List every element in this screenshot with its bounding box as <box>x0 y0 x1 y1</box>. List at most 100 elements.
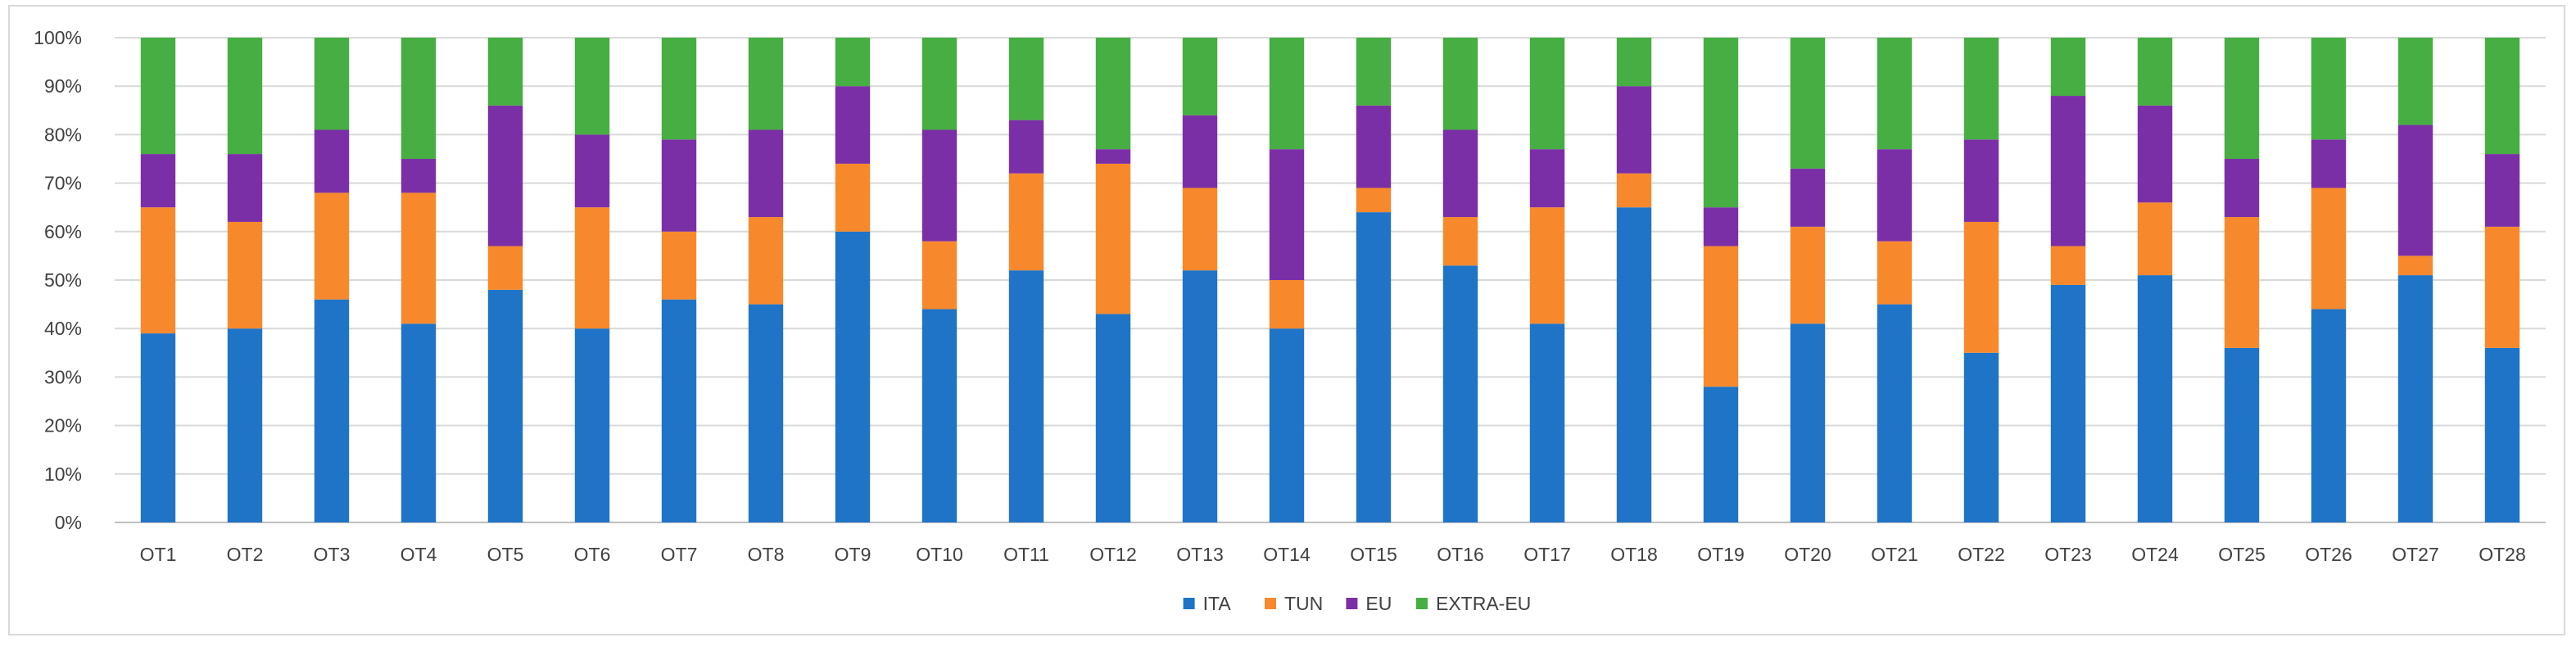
x-tick-label: OT18 <box>1610 544 1658 565</box>
legend-label: TUN <box>1284 593 1323 614</box>
bar-segment-ita <box>1790 323 1826 522</box>
bar-segment-eu <box>314 129 350 193</box>
bar-segment-eu <box>2050 96 2086 246</box>
x-tick-label: OT3 <box>314 544 351 565</box>
bar-segment-ita <box>661 299 697 522</box>
bar-segment-ita <box>314 299 350 522</box>
bar-segment-tun <box>314 192 350 300</box>
x-tick-label: OT19 <box>1697 544 1745 565</box>
bar-segment-tun <box>401 192 437 324</box>
bar-stack-ot18 <box>1616 38 1652 522</box>
bar-stack-ot4 <box>401 38 437 522</box>
bar-segment-ita <box>1269 328 1305 522</box>
y-axis-tick-labels: 0% 10% 20% 30% 40% 50% 60% 70% 80% 90% 100% <box>34 27 82 533</box>
bar-segment-extra-eu <box>748 38 784 130</box>
bar-segment-extra-eu <box>1790 38 1826 169</box>
legend-swatch <box>1265 598 1276 609</box>
bar-stack-ot28 <box>2484 38 2520 522</box>
bar-segment-eu <box>1703 207 1739 246</box>
bar-segment-ita <box>835 231 871 522</box>
bar-segment-extra-eu <box>1442 38 1478 130</box>
bar-stack-ot7 <box>661 38 697 522</box>
x-tick-label: OT26 <box>2305 544 2352 565</box>
bar-segment-extra-eu <box>1095 38 1131 150</box>
bar-segment-ita <box>1095 314 1131 522</box>
bar-segment-ita <box>1442 265 1478 522</box>
bar-segment-tun <box>1877 241 1913 305</box>
bar-segment-tun <box>1008 173 1044 271</box>
bar-segment-eu <box>748 129 784 218</box>
x-tick-label: OT25 <box>2218 544 2266 565</box>
bar-segment-ita <box>227 328 263 522</box>
bar-segment-tun <box>835 163 871 232</box>
bar-segment-eu <box>1095 149 1131 164</box>
bar-stack-ot15 <box>1356 38 1392 522</box>
bar-segment-extra-eu <box>1703 38 1739 208</box>
bar-segment-tun <box>1356 188 1392 213</box>
bar-segment-extra-eu <box>1877 38 1913 150</box>
bar-segment-tun <box>1182 188 1218 271</box>
bar-segment-extra-eu <box>2137 38 2173 106</box>
bar-segment-eu <box>487 105 523 246</box>
bar-stack-ot13 <box>1182 38 1218 522</box>
x-tick-label: OT4 <box>401 544 437 565</box>
bar-segment-eu <box>1877 149 1913 242</box>
legend-label: EXTRA-EU <box>1436 593 1531 614</box>
y-tick-label: 20% <box>44 415 82 436</box>
bar-stack-ot16 <box>1442 38 1478 522</box>
bar-stack-ot14 <box>1269 38 1305 522</box>
bar-stack-ot6 <box>574 38 610 522</box>
y-tick-label: 40% <box>44 318 82 339</box>
bar-stack-ot21 <box>1877 38 1913 522</box>
bar-segment-ita <box>574 328 610 522</box>
y-tick-label: 50% <box>44 269 82 291</box>
bar-segment-extra-eu <box>1529 38 1565 150</box>
legend-swatch <box>1346 598 1358 609</box>
y-tick-label: 100% <box>34 27 82 48</box>
bar-stack-ot24 <box>2137 38 2173 522</box>
bar-segment-tun <box>921 241 958 310</box>
bar-segment-tun <box>2397 255 2433 276</box>
bar-segment-extra-eu <box>1356 38 1392 106</box>
bar-segment-ita <box>1529 323 1565 522</box>
legend-item-eu: EU <box>1346 593 1392 614</box>
bar-segment-eu <box>1182 115 1218 188</box>
gridlines <box>115 37 2546 523</box>
x-tick-label: OT23 <box>2044 544 2092 565</box>
y-tick-label: 70% <box>44 173 82 194</box>
x-tick-label: OT28 <box>2479 544 2526 565</box>
bar-stack-ot2 <box>227 38 263 522</box>
bar-segment-ita <box>921 309 958 522</box>
x-tick-label: OT12 <box>1089 544 1137 565</box>
bar-segment-ita <box>2397 275 2433 522</box>
bar-segment-eu <box>1790 168 1826 227</box>
x-tick-label: OT7 <box>661 544 698 565</box>
bar-stack-ot27 <box>2397 38 2433 522</box>
bar-segment-tun <box>1442 217 1478 266</box>
bar-segment-eu <box>921 129 958 242</box>
bar-segment-extra-eu <box>1963 38 1999 140</box>
x-tick-label: OT14 <box>1263 544 1311 565</box>
bar-segment-tun <box>661 231 697 300</box>
x-tick-label: OT21 <box>1871 544 1918 565</box>
bar-stack-ot19 <box>1703 38 1739 522</box>
bar-segment-extra-eu <box>2484 38 2520 155</box>
bar-stack-ot23 <box>2050 38 2086 522</box>
bar-segment-extra-eu <box>2050 38 2086 97</box>
x-tick-label: OT17 <box>1523 544 1571 565</box>
bar-segment-eu <box>1963 139 1999 222</box>
bar-stack-ot25 <box>2224 38 2260 522</box>
bar-segment-extra-eu <box>227 38 263 155</box>
bar-segment-ita <box>1963 352 1999 522</box>
y-tick-label: 90% <box>44 75 82 97</box>
bar-segment-tun <box>1095 163 1131 314</box>
bar-segment-tun <box>1269 280 1305 329</box>
bar-segment-tun <box>1790 226 1826 324</box>
bar-stack-ot8 <box>748 38 784 522</box>
x-tick-label: OT2 <box>227 544 264 565</box>
bar-segment-extra-eu <box>401 38 437 159</box>
bar-segment-eu <box>1442 129 1478 218</box>
bar-stack-ot17 <box>1529 38 1565 522</box>
bar-segment-eu <box>1008 120 1044 174</box>
bar-stack-ot12 <box>1095 38 1131 522</box>
